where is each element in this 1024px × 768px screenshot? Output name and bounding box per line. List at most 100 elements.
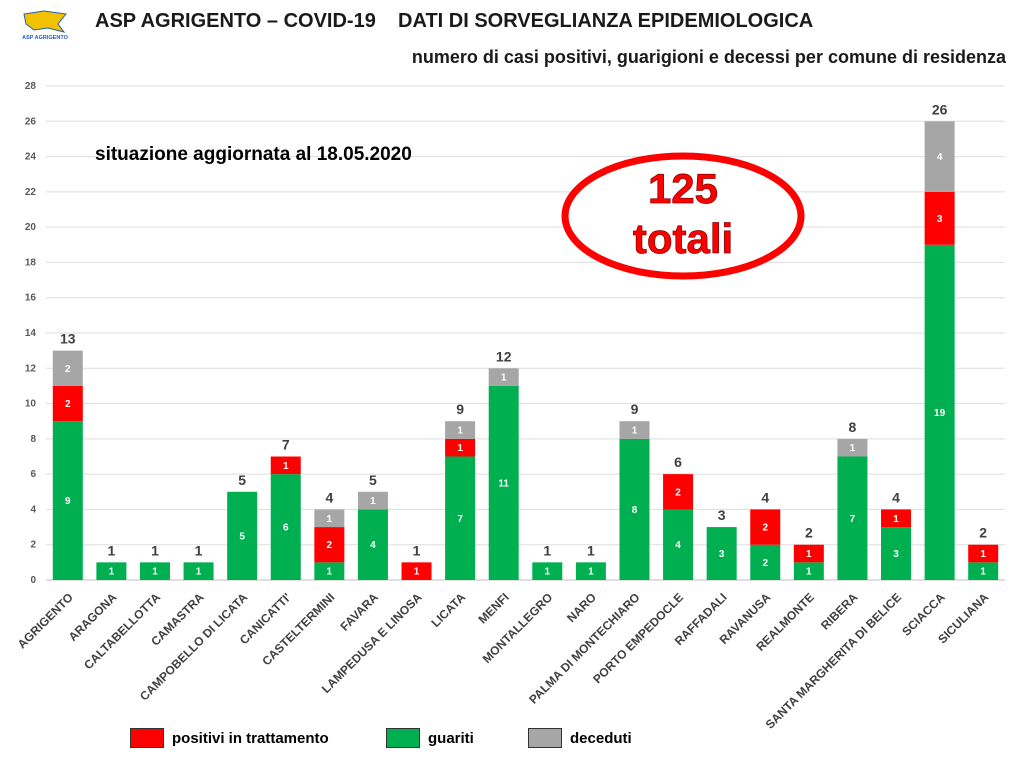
y-tick-label: 6 [30,469,36,480]
segment-value-label: 1 [414,567,420,578]
segment-value-label: 5 [239,531,245,542]
x-category-label: AGRIGENTO [15,590,76,651]
total-value-label: 1 [587,542,595,558]
legend-swatch-guariti [386,728,420,748]
segment-value-label: 1 [806,567,812,578]
segment-value-label: 2 [327,540,333,551]
segment-value-label: 1 [152,567,158,578]
bar-segment-guariti [445,456,476,580]
total-value-label: 12 [496,348,512,364]
segment-value-label: 1 [501,373,507,384]
segment-value-label: 3 [893,549,899,560]
total-value-label: 4 [325,489,333,505]
segment-value-label: 9 [65,496,71,507]
bar-segment-deceduti [488,368,519,386]
bar-segment-guariti [270,474,301,580]
bar-segment-guariti [663,509,694,580]
segment-value-label: 1 [283,461,289,472]
segment-value-label: 3 [719,549,725,560]
page-title: ASP AGRIGENTO – COVID-19 DATI DI SORVEGL… [95,10,814,32]
bar-segment-guariti [52,421,83,580]
segment-value-label: 1 [327,514,333,525]
asp-agrigento-logo: ASP AGRIGENTO [18,8,72,44]
segment-value-label: 2 [762,558,768,569]
segment-value-label: 7 [850,514,856,525]
bar-segment-positivi [52,385,83,422]
segment-value-label: 2 [762,523,768,534]
y-tick-label: 26 [25,116,37,127]
segment-value-label: 1 [370,496,376,507]
y-tick-label: 14 [25,328,37,339]
total-value-label: 5 [369,472,377,488]
bar-segment-guariti [619,438,650,580]
total-value-label: 8 [849,419,857,435]
total-value-label: 5 [238,472,246,488]
segment-value-label: 1 [632,426,638,437]
bar-segment-positivi [968,544,999,563]
total-value-label: 1 [543,542,551,558]
segment-value-label: 2 [65,399,71,410]
total-value-label: 3 [718,507,726,523]
total-value-label: 1 [413,542,421,558]
bar-segment-guariti [227,491,258,580]
y-tick-label: 28 [25,81,37,92]
bar-segment-guariti [96,562,127,580]
bar-segment-positivi [314,527,345,563]
y-tick-label: 8 [30,434,36,445]
y-tick-label: 18 [25,257,37,268]
y-tick-label: 2 [30,540,36,551]
bar-segment-positivi [924,191,955,245]
segment-value-label: 19 [934,408,946,419]
bar-segment-guariti [183,562,214,580]
total-value-label: 4 [761,489,769,505]
total-value-label: 6 [674,454,682,470]
legend-item-positivi: positivi in trattamento [130,727,329,749]
bar-segment-deceduti [619,421,650,439]
segment-value-label: 1 [588,567,594,578]
segment-value-label: 1 [980,567,986,578]
bar-segment-guariti [793,562,824,580]
segment-value-label: 6 [283,523,289,534]
segment-value-label: 11 [498,478,509,489]
bar-segment-deceduti [357,491,388,510]
bar-segment-positivi [750,509,781,545]
y-tick-label: 16 [25,293,37,304]
callout-value: 125 [648,165,718,212]
date-annotation: situazione aggiornata al 18.05.2020 [95,144,412,165]
segment-value-label: 4 [937,152,943,163]
bar-segment-guariti [837,456,868,580]
bar-segment-positivi [270,456,301,475]
legend-label-deceduti: deceduti [570,729,632,747]
y-tick-label: 12 [25,363,37,374]
x-category-label: CALTABELLOTTA [81,590,163,672]
bar-segment-positivi [445,438,476,457]
logo-text: ASP AGRIGENTO [22,35,68,41]
segment-value-label: 1 [196,567,202,578]
total-value-label: 7 [282,437,290,453]
segment-value-label: 1 [109,567,115,578]
total-value-label: 9 [456,401,464,417]
bar-segment-guariti [488,385,519,580]
segment-value-label: 7 [457,514,463,525]
bars-layer [52,121,999,581]
bar-segment-guariti [357,509,388,580]
bar-segment-guariti [881,527,912,580]
y-tick-label: 20 [25,222,37,233]
bar-segment-guariti [575,562,606,580]
segment-value-label: 1 [850,443,856,454]
bar-segment-guariti [706,527,737,580]
total-value-label: 1 [151,542,159,558]
segment-value-label: 3 [937,214,943,225]
x-category-label: MENFI [476,590,512,626]
y-tick-label: 0 [30,575,36,586]
bar-segment-guariti [139,562,170,580]
bar-segment-positivi [881,509,912,528]
bar-segment-deceduti [924,121,955,192]
total-callout: 125 totali [561,152,805,280]
x-category-label: FAVARA [338,590,382,634]
segment-value-label: 4 [370,540,376,551]
y-tick-label: 24 [25,152,37,163]
total-value-label: 13 [60,331,76,347]
bar-segment-guariti [924,244,955,581]
